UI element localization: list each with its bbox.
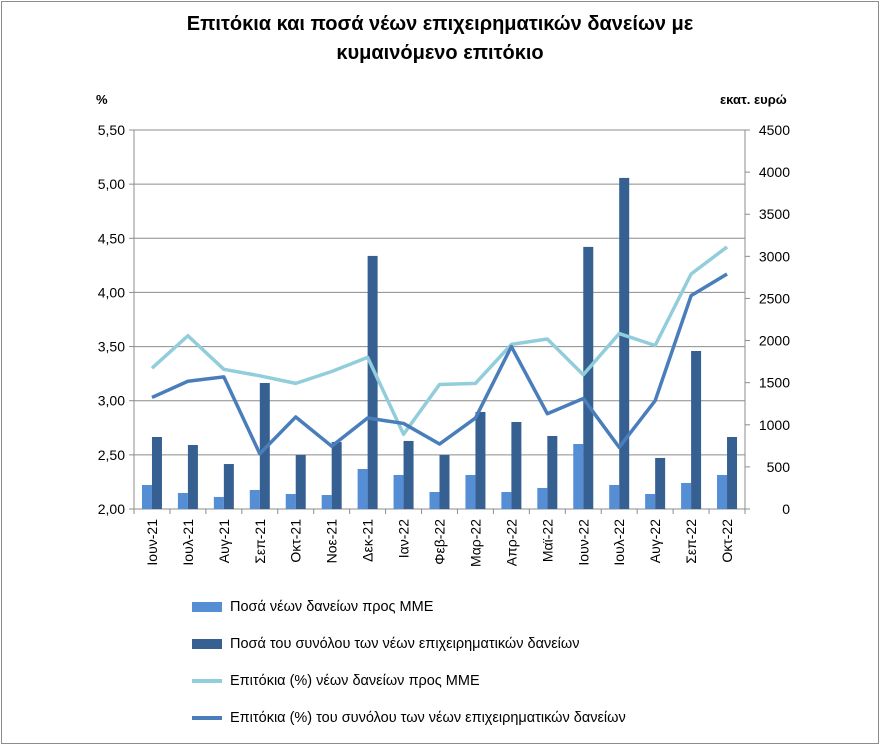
left-tick-label: 4,00 — [98, 284, 125, 300]
right-axis-label: εκατ. ευρώ — [720, 92, 787, 107]
bar-sme-amount — [357, 468, 368, 509]
left-tick-label: 5,50 — [98, 122, 125, 138]
x-tick-label: Ιουλ-22 — [611, 519, 627, 566]
legend-swatch — [192, 715, 222, 720]
x-tick-label: Απρ-22 — [503, 519, 519, 566]
right-tick-label: 2000 — [759, 333, 790, 349]
legend-label: Επιτόκια (%) νέων δανείων προς ΜΜΕ — [230, 672, 480, 689]
bar-sme-amount — [213, 496, 224, 509]
bar-sme-amount — [141, 484, 152, 509]
legend-swatch — [192, 601, 222, 612]
bar-sme-amount — [285, 494, 296, 509]
bar-total-amount — [583, 246, 594, 509]
bar-sme-amount — [321, 495, 332, 509]
bar-sme-amount — [501, 491, 512, 509]
legend: Ποσά νέων δανείων προς ΜΜΕ Ποσά του συνό… — [192, 588, 626, 736]
bar-total-amount — [295, 455, 306, 509]
x-tick-label: Μαϊ-22 — [539, 519, 555, 562]
chart-title-line2: κυμαινόμενο επιτόκιο — [336, 42, 544, 64]
x-tick-label: Δεκ-21 — [360, 519, 376, 562]
legend-item: Ποσά νέων δανείων προς ΜΜΕ — [192, 588, 626, 625]
left-tick-label: 3,00 — [98, 393, 125, 409]
right-tick-label: 1000 — [759, 417, 790, 433]
bar-sme-amount — [537, 487, 548, 509]
bar-total-amount — [331, 441, 342, 509]
legend-label: Ποσά του συνόλου των νέων επιχειρηματικώ… — [230, 635, 580, 652]
chart-title: Επιτόκια και ποσά νέων επιχειρηματικών δ… — [0, 10, 880, 68]
left-tick-label: 5,00 — [98, 176, 125, 192]
bar-total-amount — [439, 455, 450, 509]
bar-sme-amount — [465, 474, 476, 509]
legend-item: Ποσά του συνόλου των νέων επιχειρηματικώ… — [192, 625, 626, 662]
bar-total-amount — [619, 177, 630, 510]
bar-total-amount — [691, 350, 702, 509]
bar-sme-amount — [429, 491, 440, 509]
bar-total-amount — [475, 411, 486, 509]
right-tick-label: 4500 — [759, 122, 790, 138]
line-sme-rate — [150, 245, 729, 437]
right-tick-label: 500 — [767, 459, 791, 475]
bar-sme-amount — [393, 474, 404, 509]
x-tick-label: Νοε-21 — [324, 519, 340, 564]
left-tick-label: 3,50 — [98, 339, 125, 355]
chart-title-line1: Επιτόκια και ποσά νέων επιχειρηματικών δ… — [186, 13, 694, 35]
left-tick-label: 2,50 — [98, 447, 125, 463]
bar-total-amount — [187, 444, 198, 509]
left-tick-label: 2,00 — [98, 501, 125, 517]
bar-sme-amount — [573, 443, 584, 509]
bar-total-amount — [547, 435, 558, 509]
x-tick-label: Οκτ-21 — [288, 519, 304, 563]
left-axis-label: % — [96, 92, 108, 107]
right-tick-label: 3000 — [759, 248, 790, 264]
legend-item: Επιτόκια (%) νέων δανείων προς ΜΜΕ — [192, 662, 626, 699]
bar-total-amount — [223, 464, 234, 509]
bar-total-amount — [403, 440, 414, 509]
legend-item: Επιτόκια (%) του συνόλου των νέων επιχει… — [192, 699, 626, 736]
x-tick-label: Ιαν-22 — [396, 519, 412, 558]
x-tick-label: Μαρ-22 — [467, 519, 483, 567]
x-tick-label: Ιουλ-21 — [180, 519, 196, 566]
bar-sme-amount — [609, 484, 620, 509]
right-tick-label: 0 — [782, 501, 790, 517]
bar-total-amount — [727, 436, 738, 509]
x-tick-label: Σεπ-22 — [683, 519, 699, 564]
x-tick-label: Οκτ-22 — [719, 519, 735, 563]
right-tick-label: 4000 — [759, 164, 790, 180]
right-tick-label: 2500 — [759, 290, 790, 306]
bar-total-amount — [655, 457, 666, 509]
line-total-rate — [151, 272, 728, 456]
x-tick-label: Ιουν-22 — [575, 519, 591, 566]
bar-sme-amount — [717, 474, 728, 509]
right-tick-label: 3500 — [759, 206, 790, 222]
bar-sme-amount — [249, 489, 260, 509]
x-tick-label: Αυγ-21 — [216, 519, 232, 563]
x-tick-label: Σεπ-21 — [252, 519, 268, 564]
bar-total-amount — [259, 383, 270, 509]
legend-label: Ποσά νέων δανείων προς ΜΜΕ — [230, 598, 434, 615]
legend-label: Επιτόκια (%) του συνόλου των νέων επιχει… — [230, 709, 626, 726]
legend-swatch — [192, 678, 222, 683]
bar-total-amount — [151, 436, 162, 509]
x-tick-label: Φεβ-22 — [432, 519, 448, 565]
x-tick-label: Αυγ-22 — [647, 519, 663, 563]
legend-swatch — [192, 638, 222, 649]
right-tick-label: 1500 — [759, 375, 790, 391]
bar-total-amount — [511, 421, 522, 509]
x-tick-label: Ιουν-21 — [144, 519, 160, 566]
bar-sme-amount — [681, 482, 692, 509]
left-tick-label: 4,50 — [98, 230, 125, 246]
bar-sme-amount — [177, 492, 188, 509]
bar-sme-amount — [645, 494, 656, 509]
bar-total-amount — [367, 255, 378, 509]
